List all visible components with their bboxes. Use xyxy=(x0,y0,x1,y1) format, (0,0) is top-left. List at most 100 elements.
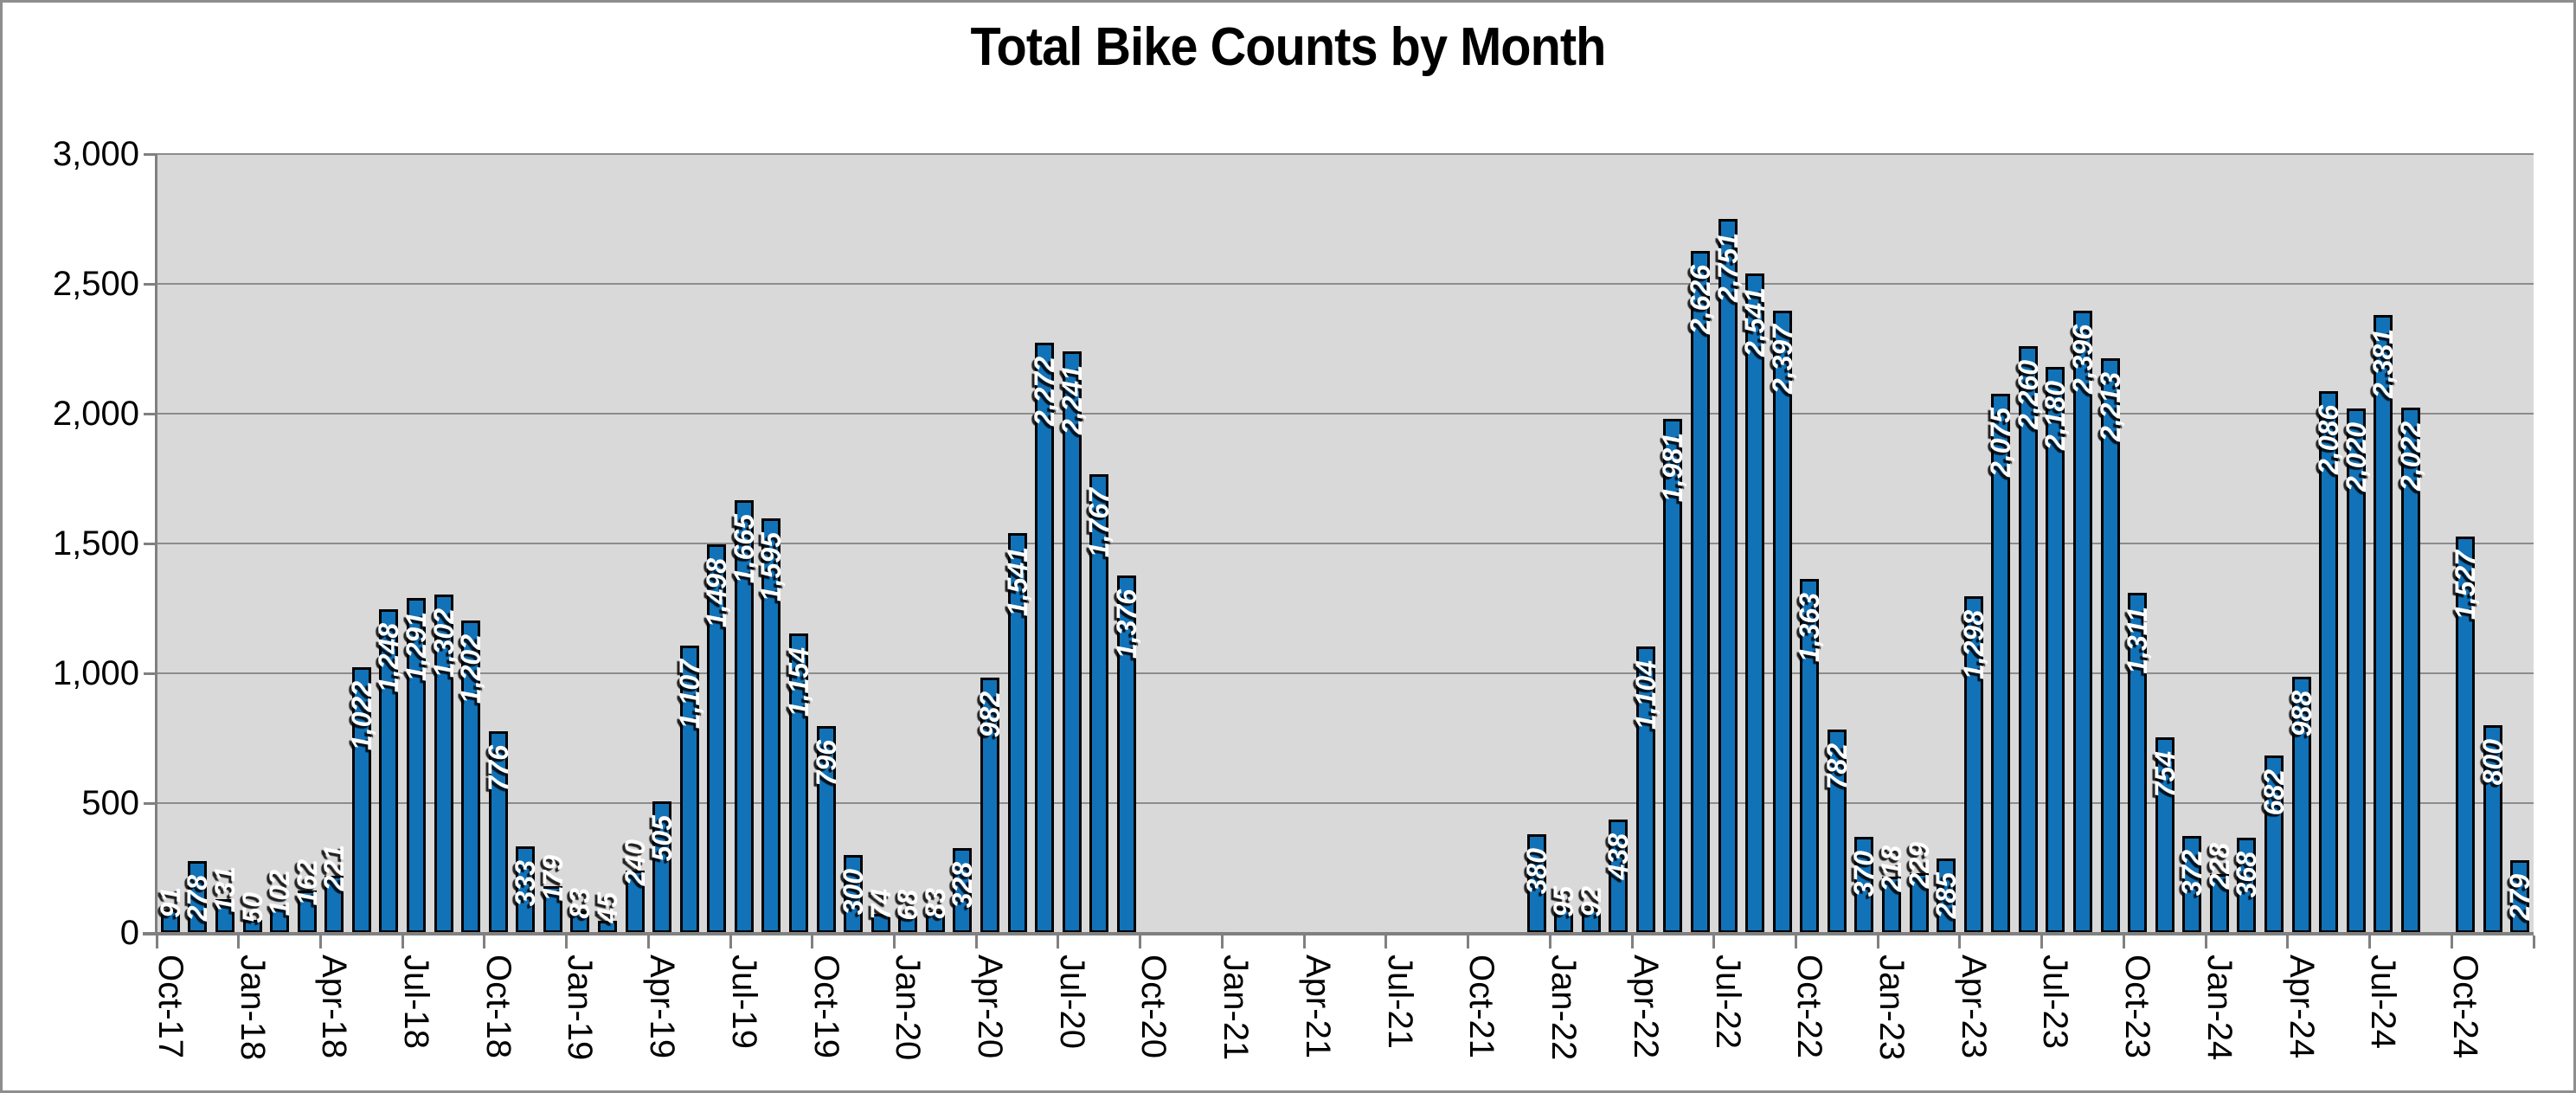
bar-Sep-19 xyxy=(789,633,808,933)
x-axis-tick xyxy=(1795,935,1797,948)
bar-Aug-23 xyxy=(2073,311,2092,933)
y-axis-tick xyxy=(144,802,157,805)
bar-Sep-22 xyxy=(1773,311,1792,933)
bar-Feb-23 xyxy=(1910,873,1929,933)
x-axis-label: Apr-23 xyxy=(1955,955,1993,1059)
x-axis-tick xyxy=(1057,935,1059,948)
bar-value-label: 228 xyxy=(2204,843,2235,890)
bar-value-label: 370 xyxy=(1848,851,1879,897)
bar-Mar-20 xyxy=(953,848,972,933)
bar-Nov-23 xyxy=(2155,737,2175,933)
bar-value-label: 279 xyxy=(2504,874,2535,921)
x-axis-label: Jul-22 xyxy=(1709,955,1747,1049)
bar-Jul-20 xyxy=(1063,351,1082,933)
bar-value-label: 278 xyxy=(182,875,213,922)
bar-Mar-23 xyxy=(1937,858,1956,933)
bar-value-label: 2,751 xyxy=(1712,233,1744,303)
bar-Mar-24 xyxy=(2264,755,2284,933)
bar-Mar-19 xyxy=(626,871,645,933)
x-axis-tick xyxy=(1384,935,1387,948)
bar-Jan-24 xyxy=(2210,874,2229,933)
y-gridline xyxy=(157,802,2534,804)
bar-Oct-19 xyxy=(817,726,836,933)
bar-Jan-18 xyxy=(243,920,262,933)
bar-Nov-19 xyxy=(844,855,863,933)
bar-Apr-23 xyxy=(1964,596,1983,933)
bar-Oct-18 xyxy=(489,731,508,933)
bar-Nov-24 xyxy=(2483,725,2502,933)
bar-value-label: 368 xyxy=(2231,852,2262,898)
bar-Feb-20 xyxy=(926,911,945,933)
x-axis-label: Apr-24 xyxy=(2283,955,2321,1059)
bar-value-label: 2,272 xyxy=(1029,357,1060,427)
bar-value-label: 2,381 xyxy=(2367,329,2399,399)
y-gridline xyxy=(157,153,2534,155)
bar-value-label: 1,248 xyxy=(373,623,404,693)
y-gridline xyxy=(157,413,2534,415)
bar-value-label: 1,302 xyxy=(428,608,459,678)
x-axis-tick xyxy=(729,935,732,948)
bar-value-label: 982 xyxy=(974,691,1005,738)
bar-value-label: 1,022 xyxy=(346,681,377,751)
x-axis-tick xyxy=(2123,935,2125,948)
bar-value-label: 1,311 xyxy=(2122,607,2153,674)
bar-May-24 xyxy=(2319,391,2338,933)
bar-value-label: 2,020 xyxy=(2341,422,2372,492)
bar-value-label: 328 xyxy=(947,862,978,909)
bar-value-label: 83 xyxy=(564,888,595,919)
y-gridline xyxy=(157,543,2534,544)
bar-Oct-17 xyxy=(161,910,180,933)
x-axis-label: Apr-21 xyxy=(1299,955,1337,1059)
x-axis-tick xyxy=(483,935,485,948)
bar-value-label: 1,104 xyxy=(1630,660,1661,730)
bar-value-label: 1,981 xyxy=(1657,433,1688,503)
bar-value-label: 782 xyxy=(1821,743,1853,790)
x-axis-tick xyxy=(1631,935,1634,948)
x-axis-label: Jan-20 xyxy=(889,955,927,1061)
x-axis-tick xyxy=(1221,935,1224,948)
x-axis-tick xyxy=(319,935,322,948)
bar-value-label: 333 xyxy=(510,860,541,907)
bar-value-label: 131 xyxy=(209,866,241,913)
bar-value-label: 1,363 xyxy=(1794,593,1825,663)
x-axis-tick xyxy=(1303,935,1306,948)
bar-value-label: 2,260 xyxy=(2013,360,2044,430)
bar-May-18 xyxy=(352,667,371,933)
bar-value-label: 91 xyxy=(155,887,186,918)
bar-value-label: 682 xyxy=(2258,769,2290,816)
bar-Jan-20 xyxy=(898,916,917,933)
bar-value-label: 2,397 xyxy=(1767,325,1798,395)
bar-Jun-22 xyxy=(1691,251,1710,933)
y-axis-label: 0 xyxy=(119,914,139,952)
x-axis-line xyxy=(143,932,2534,935)
x-axis-tick xyxy=(1958,935,1961,948)
bar-value-label: 2,626 xyxy=(1685,265,1716,335)
bar-value-label: 240 xyxy=(620,839,651,886)
bar-Jan-19 xyxy=(570,911,589,933)
bar-value-label: 102 xyxy=(264,870,295,916)
bar-Nov-22 xyxy=(1828,730,1847,933)
bar-Nov-18 xyxy=(516,846,535,933)
y-axis-label: 3,000 xyxy=(52,135,139,173)
bar-value-label: 2,022 xyxy=(2395,421,2426,492)
bar-Jun-24 xyxy=(2347,408,2366,933)
x-axis-tick xyxy=(975,935,978,948)
bar-value-label: 1,107 xyxy=(674,659,705,730)
bar-Aug-24 xyxy=(2401,408,2420,933)
bar-value-label: 45 xyxy=(592,892,623,923)
y-gridline xyxy=(157,283,2534,285)
bar-value-label: 229 xyxy=(1904,842,1935,889)
y-axis-tick xyxy=(144,283,157,286)
bar-Feb-24 xyxy=(2237,838,2256,933)
bar-Feb-18 xyxy=(270,906,289,933)
y-axis-tick xyxy=(144,413,157,415)
bar-value-label: 2,086 xyxy=(2313,405,2344,475)
x-axis-tick xyxy=(237,935,240,948)
x-axis-label: Oct-22 xyxy=(1790,955,1828,1059)
y-axis-label: 1,500 xyxy=(52,524,139,563)
bar-value-label: 1,527 xyxy=(2450,550,2481,620)
x-axis-label: Apr-20 xyxy=(971,955,1009,1059)
x-axis-tick xyxy=(811,935,813,948)
bar-Jul-22 xyxy=(1718,219,1738,933)
